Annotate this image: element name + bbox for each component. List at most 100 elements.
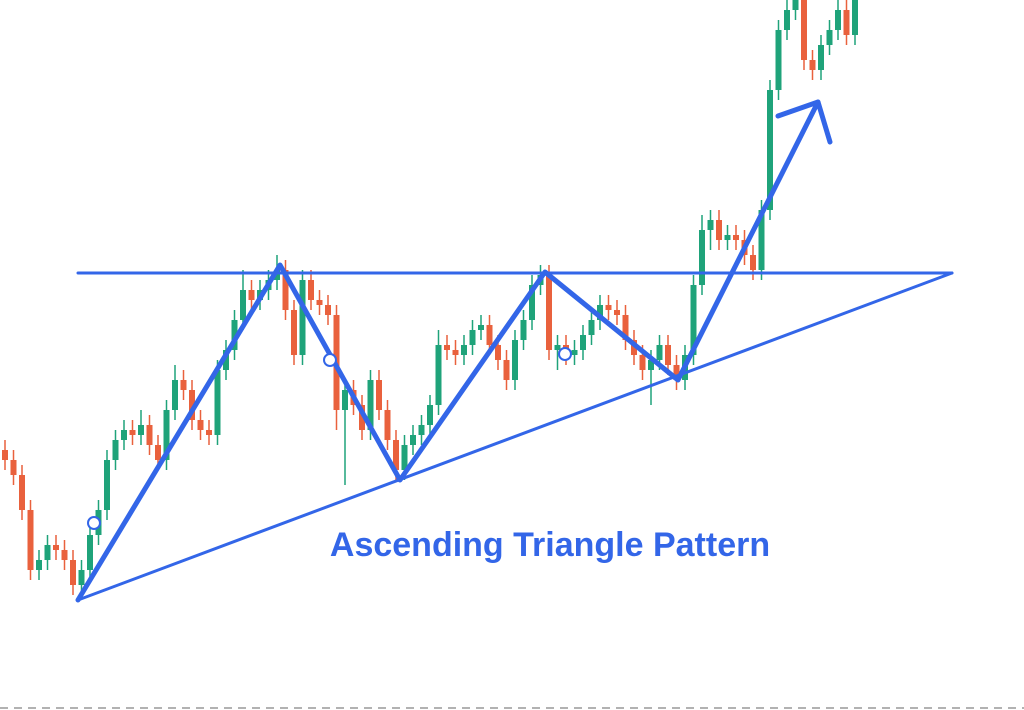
candle-body — [138, 425, 144, 435]
candle-body — [724, 235, 731, 240]
candle-body — [605, 305, 612, 310]
candle-body — [427, 405, 433, 425]
candle-body — [70, 560, 76, 585]
candle-body — [750, 255, 756, 270]
candle-body — [274, 270, 280, 280]
candle-body — [546, 275, 552, 350]
candle-body — [418, 425, 425, 435]
candle-body — [359, 405, 365, 430]
candle-body — [571, 350, 578, 355]
candle-body — [461, 345, 467, 355]
candle-body — [852, 0, 858, 35]
candle-body — [206, 430, 212, 435]
candle-body — [376, 380, 382, 410]
candle-body — [10, 460, 17, 475]
candle-body — [622, 315, 629, 340]
candle-body — [656, 345, 663, 360]
candle-body — [189, 390, 195, 420]
candle-body — [716, 220, 722, 240]
candles — [2, 0, 858, 595]
candle-body — [240, 290, 246, 320]
support-line — [76, 271, 954, 602]
candle-body — [316, 300, 323, 305]
candle-body — [707, 220, 714, 230]
candle-body — [393, 440, 399, 470]
candle-body — [342, 390, 348, 410]
candle-body — [180, 380, 187, 390]
candle-body — [784, 10, 790, 30]
candle-body — [104, 460, 110, 510]
candle-body — [444, 345, 450, 350]
candle-body — [384, 410, 391, 440]
candle-body — [308, 280, 314, 300]
candle-body — [163, 410, 170, 460]
candle-body — [155, 445, 161, 460]
candle-body — [648, 360, 654, 370]
candle-body — [580, 335, 586, 350]
marker — [87, 516, 101, 530]
candle-body — [503, 360, 510, 380]
candle-body — [53, 545, 59, 550]
candle-body — [665, 345, 671, 365]
candle-body — [614, 310, 620, 315]
candle-body — [486, 325, 493, 345]
candle-body — [291, 310, 297, 355]
chart-title: Ascending Triangle Pattern — [330, 526, 770, 564]
candle-body — [435, 345, 442, 405]
candle-body — [401, 445, 408, 470]
candle-body — [478, 325, 484, 330]
candle-body — [282, 270, 289, 310]
candle-body — [775, 30, 782, 90]
marker — [558, 347, 572, 361]
annotations — [75, 99, 954, 603]
candle-body — [2, 450, 8, 460]
candle-body — [87, 535, 93, 570]
candle-body — [495, 345, 501, 360]
candle-body — [231, 320, 238, 350]
candle-body — [197, 420, 204, 430]
candle-body — [792, 0, 799, 10]
candle-body — [78, 570, 85, 585]
candle-body — [299, 280, 306, 355]
candle-body — [809, 60, 816, 70]
marker — [323, 353, 337, 367]
candle-body — [699, 230, 705, 285]
candle-body — [597, 305, 603, 320]
candle-body — [758, 210, 765, 270]
candle-body — [129, 430, 136, 435]
candle-body — [36, 560, 42, 570]
candle-body — [112, 440, 119, 460]
candle-body — [818, 45, 824, 70]
candle-body — [61, 550, 68, 560]
candle-body — [512, 340, 518, 380]
candle-body — [19, 475, 25, 510]
candle-body — [44, 545, 51, 560]
candle-body — [767, 90, 773, 210]
zigzag — [75, 99, 821, 603]
candle-body — [452, 350, 459, 355]
candle-body — [588, 320, 595, 335]
candle-body — [520, 320, 527, 340]
candle-body — [835, 10, 841, 30]
candle-body — [639, 355, 646, 370]
candle-body — [690, 285, 697, 355]
candle-body — [410, 435, 416, 445]
candle-body — [172, 380, 178, 410]
candle-body — [121, 430, 127, 440]
candle-body — [146, 425, 153, 445]
candle-body — [367, 380, 374, 430]
candle-body — [469, 330, 476, 345]
candle-body — [325, 305, 331, 315]
candle-body — [631, 340, 637, 355]
candle-body — [214, 370, 221, 435]
candle-body — [826, 30, 833, 45]
candle-body — [248, 290, 255, 300]
candle-body — [801, 0, 807, 60]
candle-body — [27, 510, 34, 570]
candle-body — [223, 350, 229, 370]
arrow-head — [775, 99, 833, 145]
candle-body — [554, 345, 561, 350]
candle-body — [733, 235, 739, 240]
candle-body — [673, 365, 680, 380]
